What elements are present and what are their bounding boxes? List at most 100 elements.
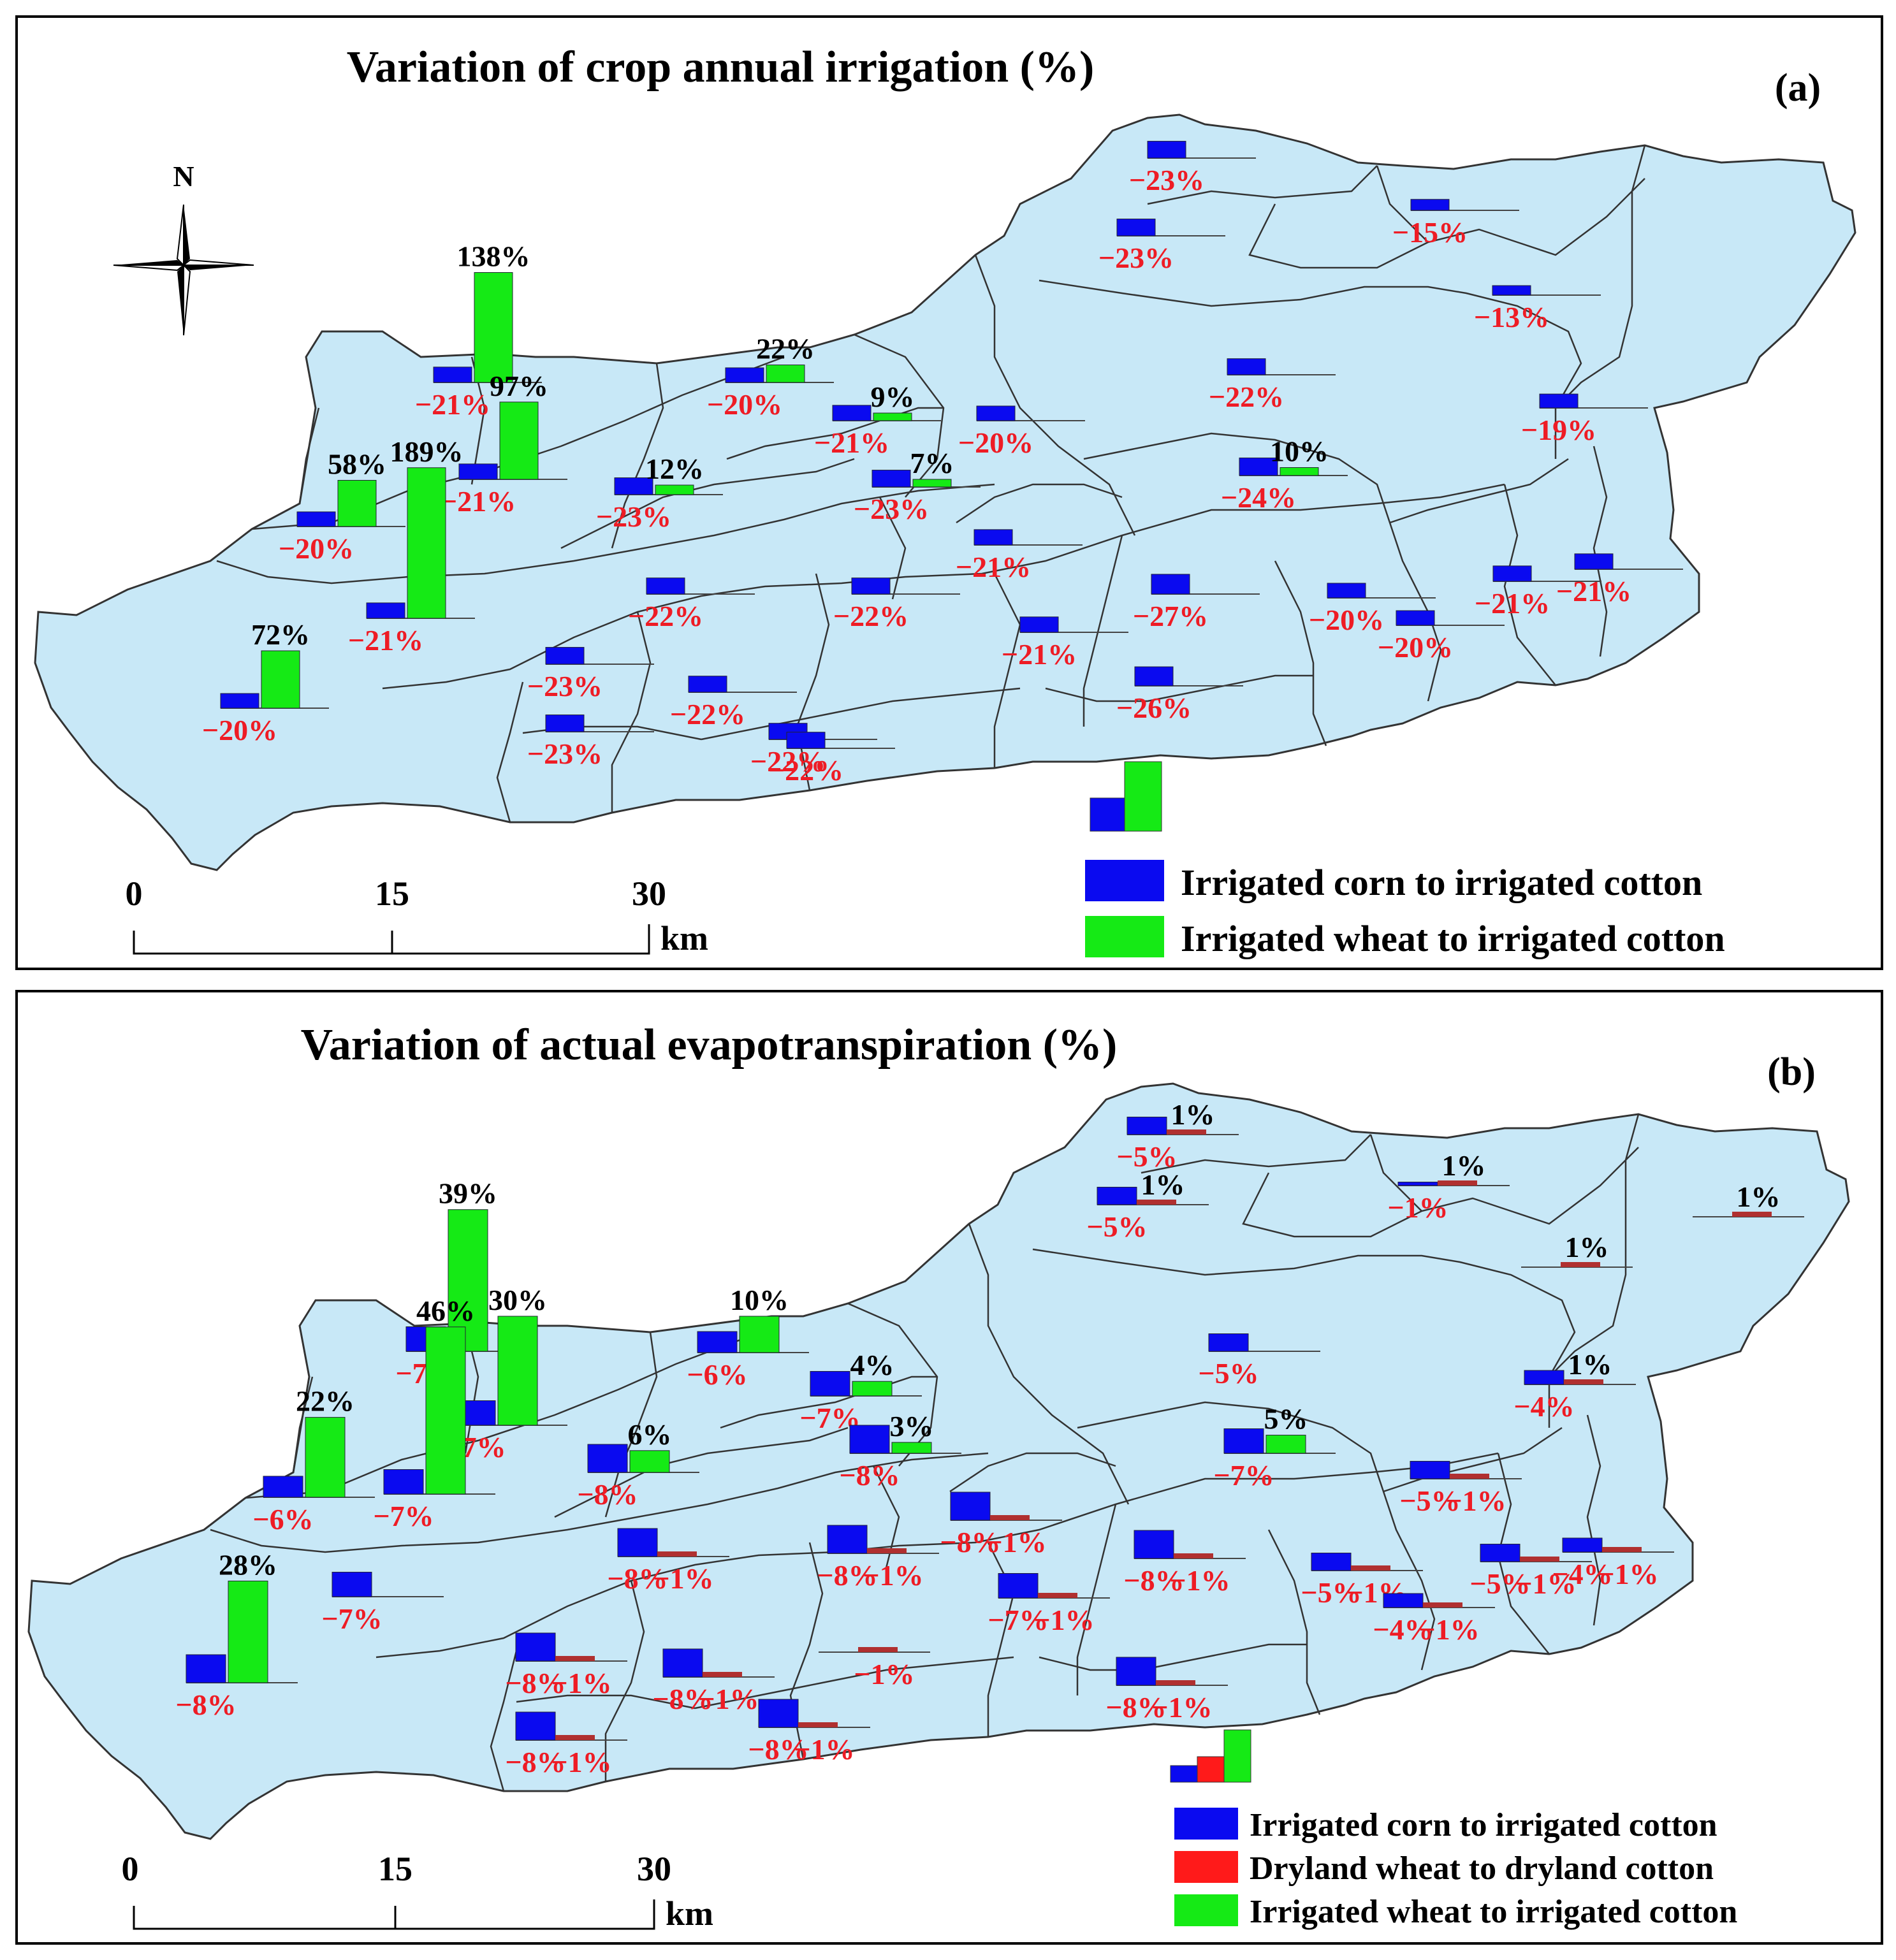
subbasin-bars: −4%−1% [1373, 1593, 1495, 1646]
corn-value-label: −5% [1469, 1567, 1530, 1600]
subbasin-bars: −21% 189% [348, 435, 475, 657]
corn-bar [1127, 1117, 1167, 1135]
legend-b-sample-dryland [1197, 1756, 1225, 1783]
corn-value-label: −5% [1301, 1576, 1361, 1609]
subbasin-bars: −1%1% [1387, 1149, 1510, 1224]
corn-bar [587, 1444, 628, 1473]
corn-value-label: −23% [1129, 164, 1204, 196]
corn-bar [1134, 666, 1174, 686]
subbasin-bars: −8%−1% [1105, 1657, 1228, 1724]
subbasin-bars: −7% 46% [373, 1295, 495, 1532]
scale-a-tick-15: 15 [375, 875, 409, 913]
dryland-bar [1167, 1129, 1206, 1135]
corn-bar [1223, 1428, 1264, 1454]
dryland-value-label: −1% [1418, 1613, 1479, 1646]
corn-value-label: −7% [988, 1604, 1048, 1636]
dryland-bar [657, 1551, 697, 1557]
corn-bar [617, 1528, 658, 1557]
corn-bar [1311, 1553, 1352, 1571]
corn-value-label: −8% [940, 1526, 1000, 1558]
scale-bar-a [133, 924, 650, 955]
corn-value-label: −21% [348, 624, 423, 657]
panel-b-title: Variation of actual evapotranspiration (… [301, 1020, 1118, 1070]
subbasin-bars: −8% 3% [839, 1410, 961, 1492]
dryland-value-label: −1% [1598, 1558, 1658, 1590]
corn-bar [515, 1632, 556, 1662]
corn-value-label: −22% [750, 745, 826, 778]
corn-bar [725, 367, 764, 383]
corn-bar [1383, 1593, 1424, 1608]
subbasin-bars: −8% 28% [175, 1548, 298, 1721]
subbasin-bars: 1% [1693, 1180, 1804, 1217]
dryland-value-label: −1% [1151, 1691, 1212, 1724]
wheat-value-label: 97% [490, 370, 548, 402]
subbasin-bars: −1% [819, 1647, 930, 1690]
corn-bar [1480, 1544, 1520, 1562]
legend-b-sample-wheat [1223, 1729, 1251, 1783]
subbasin-bars: −4%−1% [1552, 1537, 1674, 1590]
legend-b-label-wheat: Irrigated wheat to irrigated cotton [1250, 1894, 1737, 1930]
wheat-value-label: 5% [1264, 1403, 1308, 1435]
subbasin-bars: −26% [1116, 666, 1243, 724]
corn-value-label: −26% [1116, 692, 1192, 724]
basin-map-a [34, 113, 1856, 871]
wheat-value-label: 6% [628, 1418, 672, 1451]
corn-bar [1562, 1537, 1603, 1553]
dryland-bar [1137, 1200, 1176, 1205]
wheat-value-label: 10% [730, 1284, 789, 1316]
corn-value-label: −8% [1123, 1564, 1184, 1597]
corn-value-label: −21% [956, 551, 1031, 583]
corn-value-label: −21% [1475, 587, 1550, 620]
wheat-value-label: 46% [416, 1295, 475, 1327]
scale-b-unit: km [666, 1894, 713, 1933]
dryland-value-label: −1% [1169, 1564, 1230, 1597]
dryland-value-label: −1% [854, 1658, 914, 1690]
corn-bar [515, 1711, 556, 1741]
subbasin-bars: −23% [1129, 141, 1256, 196]
corn-value-label: −22% [1209, 381, 1284, 413]
legend-b-label-dryland: Dryland wheat to dryland cotton [1250, 1850, 1714, 1887]
corn-value-label: −21% [1002, 638, 1077, 671]
scale-b-tick-15: 15 [378, 1850, 412, 1888]
dryland-value-label: 1% [1141, 1168, 1185, 1201]
dryland-bar [867, 1548, 907, 1553]
dryland-bar [858, 1647, 898, 1652]
scale-b-tick-30: 30 [637, 1850, 671, 1888]
scale-a-unit: km [660, 919, 708, 957]
corn-value-label: −7% [373, 1500, 434, 1532]
corn-value-label: −21% [415, 388, 490, 421]
subbasin-bars: −20% 58% [279, 448, 405, 565]
subbasin-bars: −13% [1474, 285, 1601, 333]
subbasin-bars: −23% 7% [854, 447, 981, 525]
corn-value-label: −21% [441, 485, 516, 518]
corn-bar [220, 693, 259, 709]
north-label: N [173, 160, 194, 192]
corn-bar [1410, 1461, 1450, 1479]
wheat-value-label: 72% [251, 618, 310, 651]
subbasin-bars: −8%−1% [817, 1525, 939, 1592]
corn-value-label: −4% [1513, 1390, 1574, 1423]
corn-bar [1396, 610, 1435, 626]
subbasin-bars: 1% [1521, 1231, 1633, 1268]
subbasin-bars: −5%−1% [1301, 1553, 1423, 1609]
corn-bar [1524, 1370, 1564, 1385]
subbasin-bars: −21% 9% [814, 381, 941, 459]
subbasin-bars: −8%−1% [505, 1632, 627, 1699]
corn-value-label: −24% [1221, 481, 1296, 514]
wheat-value-label: 28% [219, 1548, 277, 1581]
wheat-value-label: 7% [910, 447, 954, 479]
dryland-value-label: −1% [986, 1526, 1046, 1558]
corn-value-label: −7% [321, 1602, 382, 1635]
wheat-bar [407, 467, 446, 619]
dryland-bar [1732, 1212, 1772, 1217]
corn-bar [186, 1654, 226, 1683]
wheat-bar [228, 1580, 268, 1683]
dryland-value-label: −1% [698, 1683, 759, 1715]
dryland-value-label: 1% [1568, 1348, 1612, 1381]
wheat-value-label: 189% [390, 435, 463, 468]
corn-bar [832, 405, 871, 421]
corn-bar [950, 1492, 991, 1521]
corn-bar [1116, 1657, 1156, 1686]
wheat-value-label: 138% [457, 240, 530, 273]
